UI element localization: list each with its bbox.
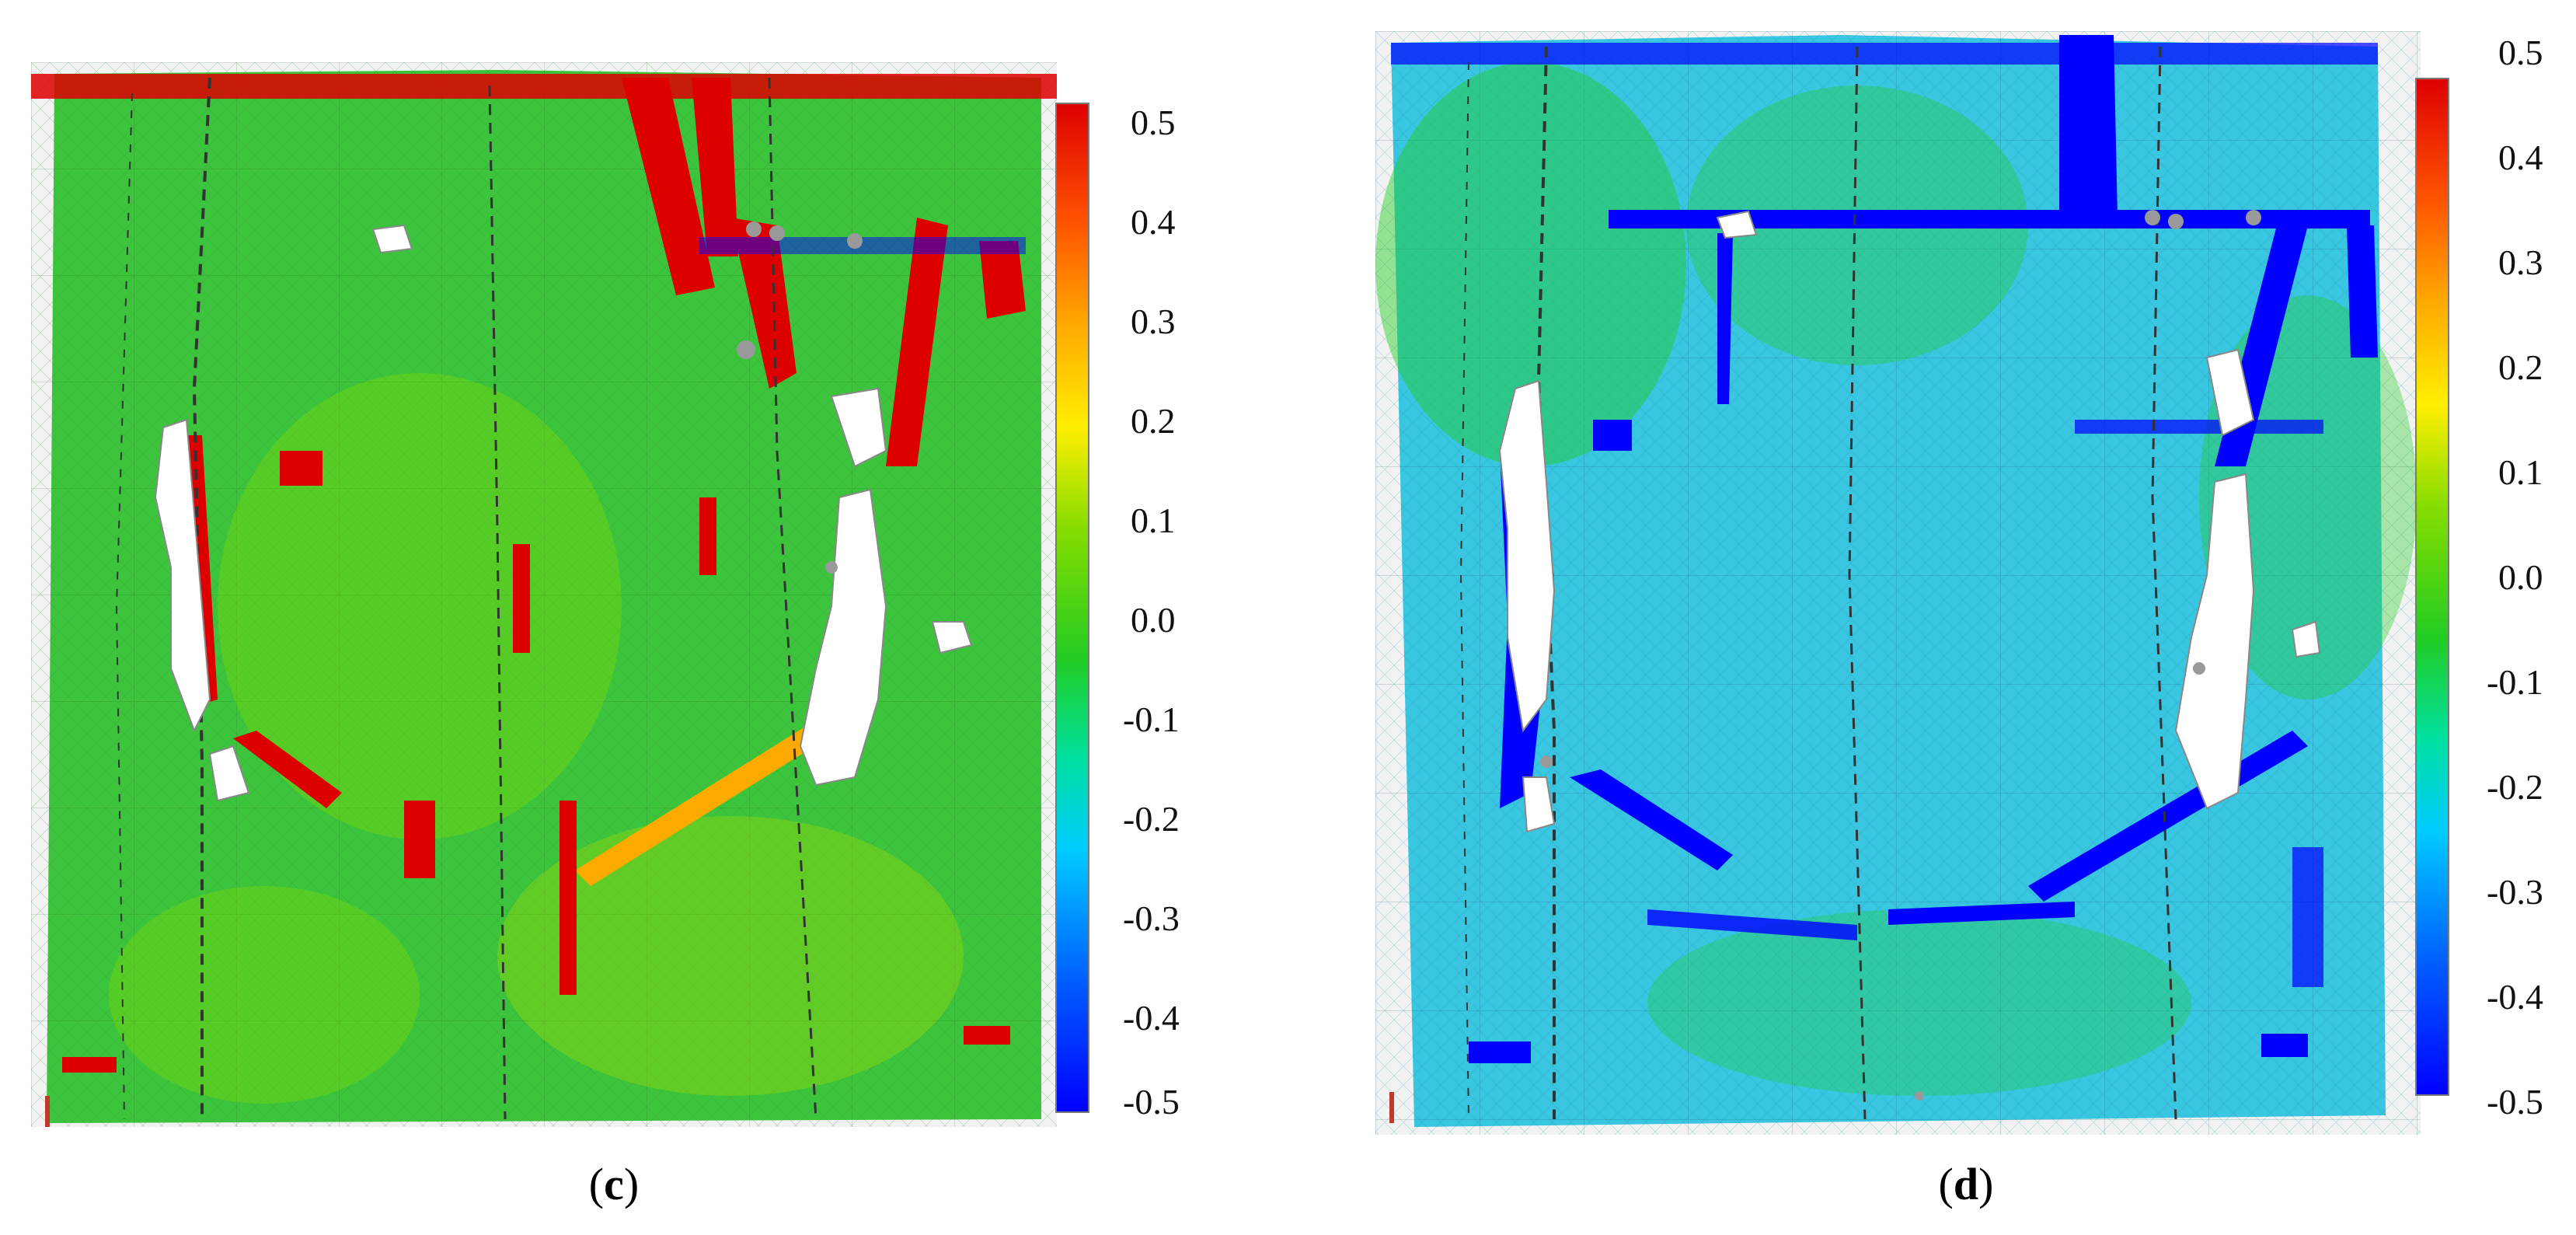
colorbar-tick: 0.1 — [1131, 501, 1176, 540]
colorbar-tick: -0.5 — [2487, 1082, 2543, 1122]
colorbar-tick: -0.1 — [1123, 699, 1180, 739]
strain-map-d-svg — [1375, 31, 2421, 1135]
panel-caption-c: (c) — [588, 1159, 640, 1209]
strain-map-c-svg — [31, 62, 1057, 1127]
colorbar-tick: 0.4 — [1131, 202, 1176, 242]
colorbar-tick: 0.0 — [1131, 600, 1176, 640]
colorbar-c — [1055, 103, 1089, 1113]
scale-marker-d — [1389, 1092, 1394, 1123]
strain-map-d — [1375, 31, 2421, 1135]
colorbar-tick: -0.4 — [2487, 977, 2543, 1017]
colorbar-tick: -0.3 — [2487, 872, 2543, 912]
colorbar-tick: -0.4 — [1123, 998, 1180, 1038]
colorbar-tick: -0.2 — [2487, 767, 2543, 807]
panel-label-d: d — [1953, 1159, 1979, 1209]
panel-label-c: c — [604, 1159, 624, 1209]
colorbar-tick: 0.3 — [2498, 242, 2543, 282]
colorbar-tick: 0.2 — [1131, 401, 1176, 441]
colorbar-tick: 0.0 — [2498, 557, 2543, 597]
colorbar-tick: 0.5 — [1131, 103, 1176, 142]
colorbar-tick: 0.5 — [2498, 33, 2543, 72]
colorbar-tick: 0.1 — [2498, 452, 2543, 492]
colorbar-tick: -0.2 — [1123, 799, 1180, 839]
colorbar-tick: -0.3 — [1123, 898, 1180, 938]
colorbar-d — [2415, 78, 2449, 1096]
scale-marker-c — [45, 1096, 50, 1127]
colorbar-tick: 0.4 — [2498, 138, 2543, 177]
colorbar-tick: -0.1 — [2487, 662, 2543, 702]
strain-map-c — [31, 62, 1057, 1127]
panel-caption-d: (d) — [1938, 1159, 1994, 1209]
colorbar-tick: 0.2 — [2498, 347, 2543, 387]
colorbar-tick: 0.3 — [1131, 302, 1176, 341]
colorbar-tick: -0.5 — [1123, 1082, 1180, 1122]
